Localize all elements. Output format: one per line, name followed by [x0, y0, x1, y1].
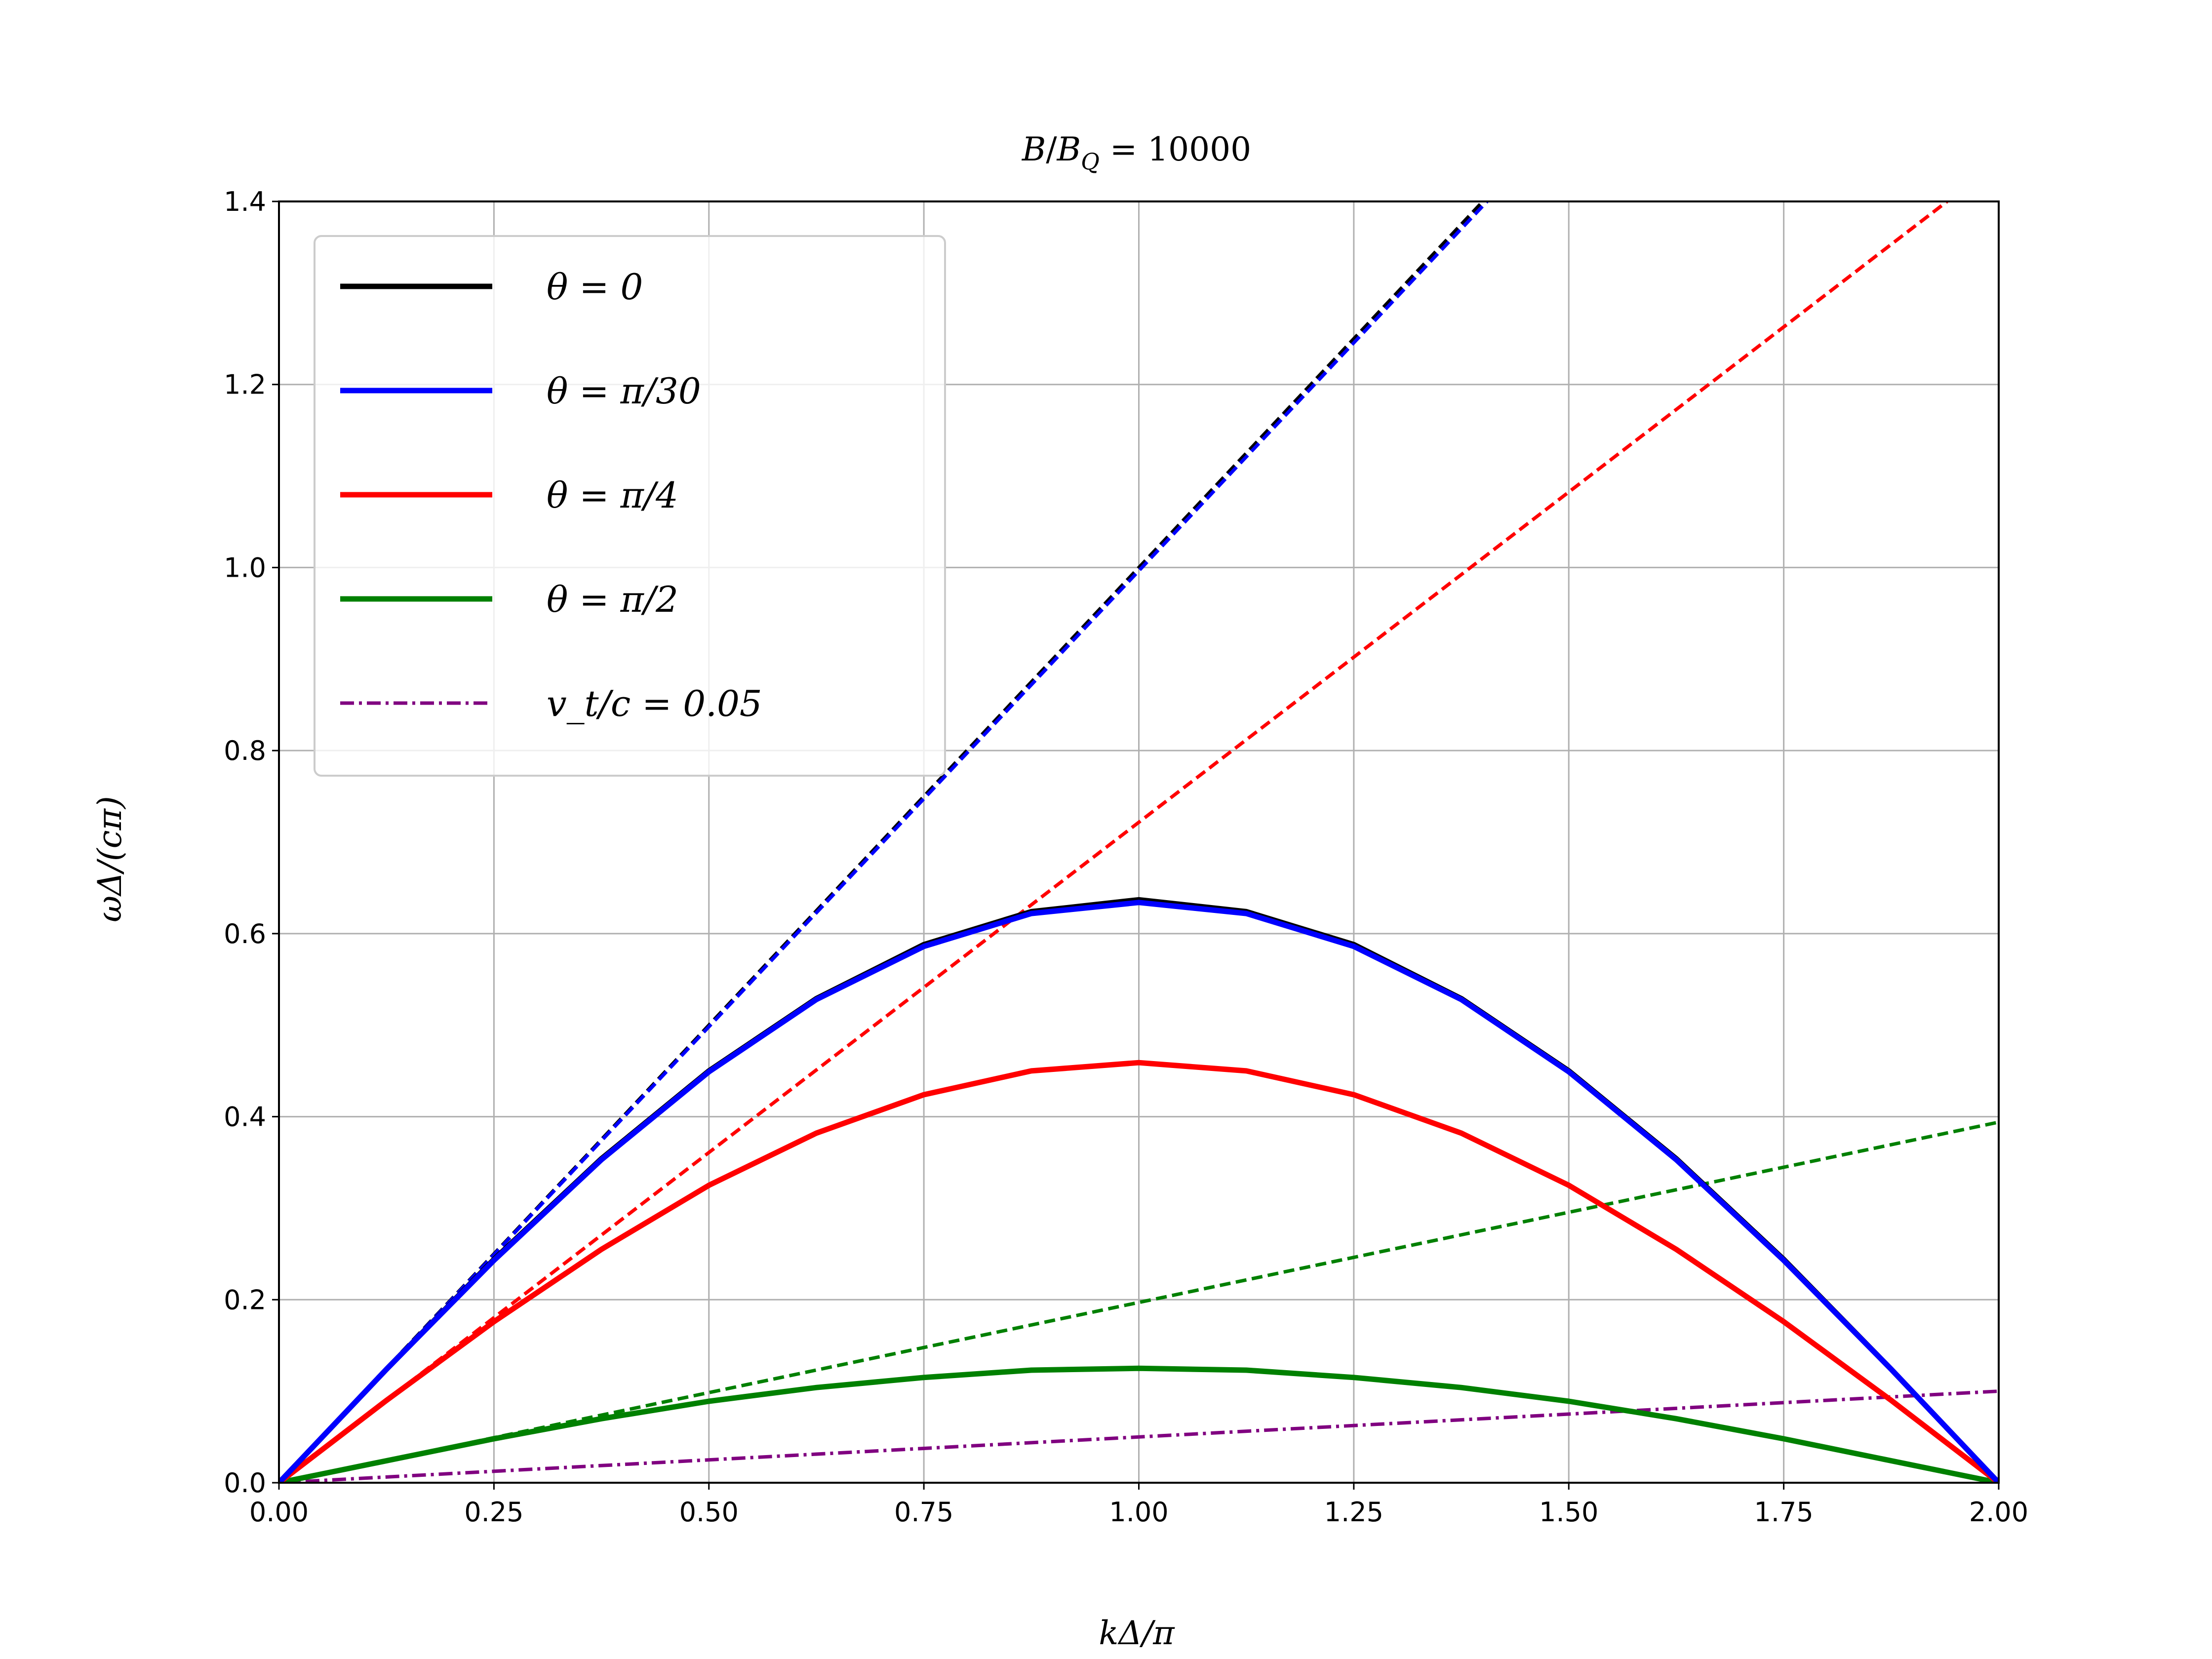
x-tick-label: 1.25 [1324, 1497, 1383, 1528]
legend-label: θ = 0 [547, 266, 643, 308]
legend-box [314, 235, 946, 777]
series-line-2 [279, 1060, 1999, 1483]
series-line-6 [279, 201, 1489, 1483]
x-axis-label: kΔ/π [1099, 1614, 1175, 1652]
x-tick-label: 1.00 [1109, 1497, 1168, 1528]
series-line-4 [279, 1389, 1999, 1483]
x-tick-label: 0.75 [894, 1497, 953, 1528]
y-tick-label: 0.2 [224, 1284, 266, 1315]
series-line-7 [279, 201, 1948, 1483]
legend-label: θ = π/2 [547, 579, 678, 620]
legend-label: θ = π/30 [547, 370, 701, 412]
ticks: 0.00 0.25 0.50 0.75 1.00 1.25 1.50 1.75 2.00 0.0 0… [224, 186, 2028, 1528]
plot-area [279, 201, 1999, 1483]
y-axis-label: ωΔ/(cπ) [91, 796, 129, 922]
y-tick-label: 0.6 [224, 918, 266, 949]
series-group [279, 201, 1999, 1483]
y-tick-label: 1.2 [224, 369, 266, 400]
legend-label: v_t/c = 0.05 [547, 683, 762, 724]
y-tick-label: 1.0 [224, 552, 266, 583]
x-tick-label: 0.50 [679, 1497, 739, 1528]
y-tick-label: 0.4 [224, 1102, 266, 1133]
series-line-3 [279, 1365, 1999, 1483]
y-tick-label: 0.0 [224, 1467, 266, 1499]
legend-label: θ = π/4 [547, 474, 678, 516]
y-tick-label: 0.8 [224, 735, 266, 766]
legend: θ = 0 θ = π/30 θ = π/4 θ = π/2 v_t/c = 0.05 [314, 235, 946, 777]
x-tick-label: 2.00 [1969, 1497, 2028, 1528]
series-line-1 [279, 900, 1999, 1483]
x-tick-label: 0.25 [464, 1497, 523, 1528]
x-tick-label: 1.75 [1754, 1497, 1814, 1528]
x-tick-label: 1.50 [1539, 1497, 1598, 1528]
y-tick-label: 1.4 [224, 186, 266, 217]
x-tick-label: 0.00 [249, 1497, 309, 1528]
chart-title: B/BQ = 10000 [1022, 130, 1251, 175]
